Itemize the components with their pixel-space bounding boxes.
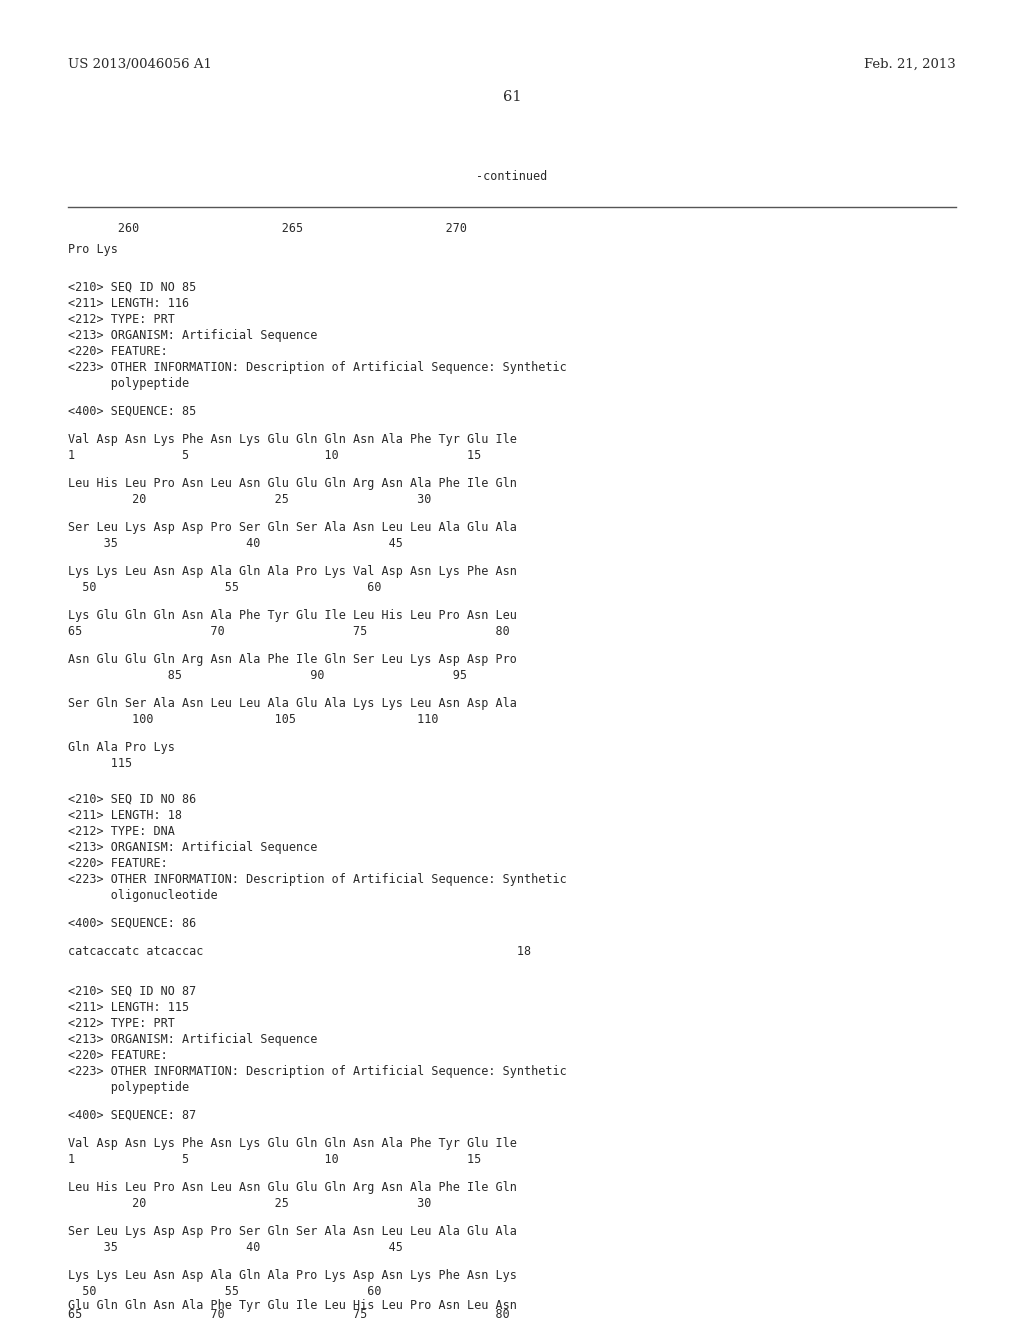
Text: Pro Lys: Pro Lys [68,243,118,256]
Text: <400> SEQUENCE: 85: <400> SEQUENCE: 85 [68,405,197,418]
Text: <210> SEQ ID NO 85: <210> SEQ ID NO 85 [68,281,197,294]
Text: 35                  40                  45: 35 40 45 [68,1241,402,1254]
Text: <400> SEQUENCE: 86: <400> SEQUENCE: 86 [68,917,197,931]
Text: Feb. 21, 2013: Feb. 21, 2013 [864,58,956,71]
Text: Asn Glu Glu Gln Arg Asn Ala Phe Ile Gln Ser Leu Lys Asp Asp Pro: Asn Glu Glu Gln Arg Asn Ala Phe Ile Gln … [68,653,517,667]
Text: 115: 115 [68,756,132,770]
Text: <212> TYPE: DNA: <212> TYPE: DNA [68,825,175,838]
Text: 100                 105                 110: 100 105 110 [68,713,438,726]
Text: <223> OTHER INFORMATION: Description of Artificial Sequence: Synthetic: <223> OTHER INFORMATION: Description of … [68,1065,566,1078]
Text: Lys Lys Leu Asn Asp Ala Gln Ala Pro Lys Asp Asn Lys Phe Asn Lys: Lys Lys Leu Asn Asp Ala Gln Ala Pro Lys … [68,1269,517,1282]
Text: Ser Leu Lys Asp Asp Pro Ser Gln Ser Ala Asn Leu Leu Ala Glu Ala: Ser Leu Lys Asp Asp Pro Ser Gln Ser Ala … [68,521,517,535]
Text: <211> LENGTH: 115: <211> LENGTH: 115 [68,1001,189,1014]
Text: <220> FEATURE:: <220> FEATURE: [68,857,168,870]
Text: Glu Gln Gln Asn Ala Phe Tyr Glu Ile Leu His Leu Pro Asn Leu Asn: Glu Gln Gln Asn Ala Phe Tyr Glu Ile Leu … [68,1299,517,1312]
Text: <213> ORGANISM: Artificial Sequence: <213> ORGANISM: Artificial Sequence [68,329,317,342]
Text: <211> LENGTH: 116: <211> LENGTH: 116 [68,297,189,310]
Text: 65                  70                  75                  80: 65 70 75 80 [68,624,510,638]
Text: catcaccatc atcaccac                                            18: catcaccatc atcaccac 18 [68,945,531,958]
Text: Val Asp Asn Lys Phe Asn Lys Glu Gln Gln Asn Ala Phe Tyr Glu Ile: Val Asp Asn Lys Phe Asn Lys Glu Gln Gln … [68,433,517,446]
Text: polypeptide: polypeptide [68,1081,189,1094]
Text: Ser Leu Lys Asp Asp Pro Ser Gln Ser Ala Asn Leu Leu Ala Glu Ala: Ser Leu Lys Asp Asp Pro Ser Gln Ser Ala … [68,1225,517,1238]
Text: Leu His Leu Pro Asn Leu Asn Glu Glu Gln Arg Asn Ala Phe Ile Gln: Leu His Leu Pro Asn Leu Asn Glu Glu Gln … [68,477,517,490]
Text: Val Asp Asn Lys Phe Asn Lys Glu Gln Gln Asn Ala Phe Tyr Glu Ile: Val Asp Asn Lys Phe Asn Lys Glu Gln Gln … [68,1137,517,1150]
Text: polypeptide: polypeptide [68,378,189,389]
Text: <213> ORGANISM: Artificial Sequence: <213> ORGANISM: Artificial Sequence [68,1034,317,1045]
Text: <210> SEQ ID NO 86: <210> SEQ ID NO 86 [68,793,197,807]
Text: 20                  25                  30: 20 25 30 [68,492,431,506]
Text: <210> SEQ ID NO 87: <210> SEQ ID NO 87 [68,985,197,998]
Text: 260                    265                    270: 260 265 270 [68,222,467,235]
Text: Lys Lys Leu Asn Asp Ala Gln Ala Pro Lys Val Asp Asn Lys Phe Asn: Lys Lys Leu Asn Asp Ala Gln Ala Pro Lys … [68,565,517,578]
Text: <220> FEATURE:: <220> FEATURE: [68,345,168,358]
Text: 20                  25                  30: 20 25 30 [68,1197,431,1210]
Text: <400> SEQUENCE: 87: <400> SEQUENCE: 87 [68,1109,197,1122]
Text: <212> TYPE: PRT: <212> TYPE: PRT [68,313,175,326]
Text: oligonucleotide: oligonucleotide [68,888,218,902]
Text: <223> OTHER INFORMATION: Description of Artificial Sequence: Synthetic: <223> OTHER INFORMATION: Description of … [68,360,566,374]
Text: 1               5                   10                  15: 1 5 10 15 [68,1152,481,1166]
Text: 50                  55                  60: 50 55 60 [68,1284,382,1298]
Text: <223> OTHER INFORMATION: Description of Artificial Sequence: Synthetic: <223> OTHER INFORMATION: Description of … [68,873,566,886]
Text: <211> LENGTH: 18: <211> LENGTH: 18 [68,809,182,822]
Text: 65                  70                  75                  80: 65 70 75 80 [68,1308,510,1320]
Text: Ser Gln Ser Ala Asn Leu Leu Ala Glu Ala Lys Lys Leu Asn Asp Ala: Ser Gln Ser Ala Asn Leu Leu Ala Glu Ala … [68,697,517,710]
Text: Leu His Leu Pro Asn Leu Asn Glu Glu Gln Arg Asn Ala Phe Ile Gln: Leu His Leu Pro Asn Leu Asn Glu Glu Gln … [68,1181,517,1195]
Text: 50                  55                  60: 50 55 60 [68,581,382,594]
Text: 85                  90                  95: 85 90 95 [68,669,467,682]
Text: <212> TYPE: PRT: <212> TYPE: PRT [68,1016,175,1030]
Text: -continued: -continued [476,170,548,183]
Text: Gln Ala Pro Lys: Gln Ala Pro Lys [68,741,175,754]
Text: 1               5                   10                  15: 1 5 10 15 [68,449,481,462]
Text: 35                  40                  45: 35 40 45 [68,537,402,550]
Text: US 2013/0046056 A1: US 2013/0046056 A1 [68,58,212,71]
Text: Lys Glu Gln Gln Asn Ala Phe Tyr Glu Ile Leu His Leu Pro Asn Leu: Lys Glu Gln Gln Asn Ala Phe Tyr Glu Ile … [68,609,517,622]
Text: <220> FEATURE:: <220> FEATURE: [68,1049,168,1063]
Text: <213> ORGANISM: Artificial Sequence: <213> ORGANISM: Artificial Sequence [68,841,317,854]
Text: 61: 61 [503,90,521,104]
